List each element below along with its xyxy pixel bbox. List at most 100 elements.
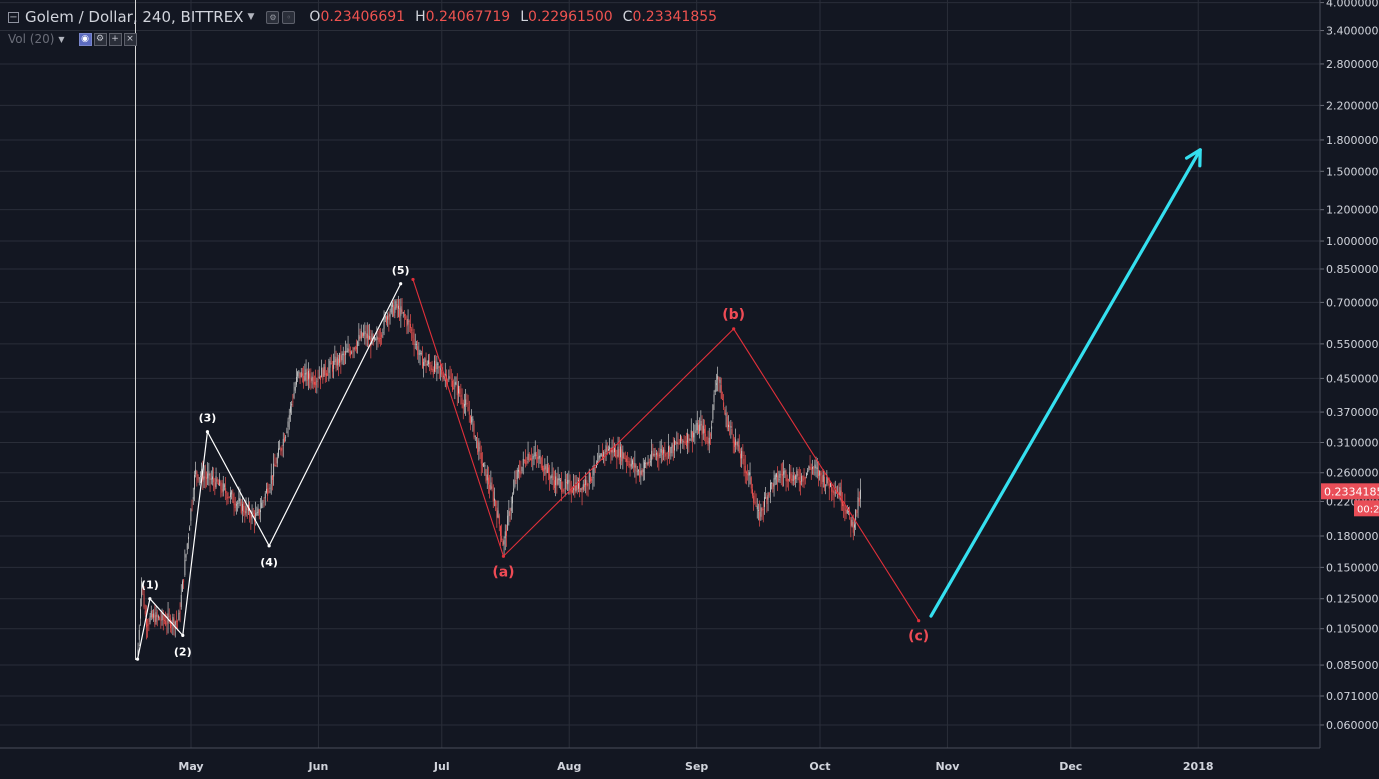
candle-body: [552, 476, 554, 481]
candle-body: [794, 476, 795, 480]
candle-body: [449, 377, 451, 379]
candle-body: [615, 449, 617, 458]
candle-body: [540, 457, 542, 468]
settings-icon[interactable]: ⚙: [266, 10, 280, 24]
candle-body: [465, 399, 467, 405]
candle-body: [756, 506, 758, 510]
candle-body: [666, 453, 668, 455]
candle-body: [536, 454, 537, 456]
candle-body: [476, 437, 477, 439]
candle-body: [572, 490, 573, 493]
candle-body: [148, 623, 150, 625]
candle-body: [584, 483, 585, 488]
settings-icon[interactable]: ⚙: [93, 32, 107, 46]
candle-body: [165, 620, 167, 625]
candle-body: [576, 484, 578, 491]
candle-body: [316, 380, 318, 382]
wave-annotations[interactable]: (1) (2) (3) (4) (5) (a) (b) (c): [135, 148, 1202, 661]
candle-body: [198, 477, 200, 479]
chevron-down-icon[interactable]: ▼: [58, 34, 65, 44]
candle-body: [598, 455, 600, 462]
candle-body: [731, 429, 733, 434]
candle-body: [784, 470, 786, 473]
candle-body: [149, 616, 151, 623]
close-icon[interactable]: ×: [123, 32, 137, 46]
candle-body: [192, 497, 194, 500]
candle-body: [546, 464, 548, 474]
candle-body: [216, 479, 218, 482]
wave-point: [181, 633, 185, 637]
candle-body: [725, 413, 727, 416]
y-tick-label: 1.80000000: [1326, 134, 1379, 147]
candle-body: [849, 511, 851, 515]
candle-body: [714, 389, 716, 392]
candle-body: [741, 451, 743, 459]
candle-body: [645, 463, 647, 464]
add-icon[interactable]: +: [108, 32, 122, 46]
candle-body: [762, 508, 764, 511]
candle-body: [642, 469, 644, 473]
candle-body: [628, 460, 630, 466]
candle-body: [410, 324, 411, 328]
candle-body: [352, 350, 354, 353]
candle-body: [201, 469, 203, 476]
candle-body: [497, 510, 499, 518]
candle-body: [764, 497, 765, 507]
chevron-down-icon[interactable]: ▼: [247, 12, 255, 22]
candle-body: [759, 511, 761, 521]
candle-body: [256, 512, 258, 515]
volume-label[interactable]: Vol (20): [8, 32, 55, 46]
candle-body: [369, 335, 371, 340]
candle-body: [635, 465, 637, 472]
candle-body: [164, 620, 165, 621]
candle-body: [603, 452, 605, 458]
candle-body: [508, 511, 510, 517]
candle-body: [221, 489, 223, 493]
candle-body: [818, 469, 819, 477]
candle-body: [578, 480, 579, 489]
candle-body: [483, 463, 485, 467]
candle-body: [836, 491, 837, 494]
candle-body: [850, 517, 852, 527]
candle-body: [713, 394, 715, 403]
candle-body: [219, 479, 221, 486]
eye-icon[interactable]: ◉: [78, 32, 92, 46]
candle-body: [633, 462, 635, 468]
candle-body: [574, 485, 576, 494]
x-tick-label: Oct: [809, 760, 830, 773]
wave-point: [917, 619, 921, 623]
wave-point: [399, 282, 403, 286]
candle-body: [408, 321, 410, 322]
candle-body: [851, 519, 853, 526]
candle-body: [500, 526, 501, 536]
candle-body: [510, 507, 512, 511]
candle-body: [434, 360, 435, 372]
candle-body: [735, 439, 737, 446]
candle-body: [222, 483, 224, 492]
candle-body: [592, 477, 594, 479]
candle-body: [238, 498, 240, 504]
countdown-tag: [1354, 500, 1379, 517]
candle-body: [568, 479, 570, 483]
candle-body: [376, 336, 378, 341]
candle-body: [641, 470, 643, 475]
candle-body: [454, 382, 456, 388]
symbol-title[interactable]: Golem / Dollar, 240, BITTREX: [25, 8, 244, 26]
candle-body: [671, 443, 673, 448]
candle-body: [310, 378, 312, 383]
candle-body: [321, 367, 323, 378]
hide-icon[interactable]: ◦: [282, 10, 296, 24]
collapse-icon[interactable]: −: [8, 11, 19, 23]
candle-body: [531, 458, 533, 461]
candle-body: [525, 459, 527, 464]
candle-body: [146, 616, 147, 628]
candle-body: [261, 502, 263, 508]
candle-body: [362, 333, 363, 337]
candle-body: [150, 611, 152, 618]
candle-body: [822, 474, 824, 482]
candle-body: [748, 471, 750, 476]
candle-body: [303, 375, 305, 384]
candle-body: [477, 440, 479, 453]
